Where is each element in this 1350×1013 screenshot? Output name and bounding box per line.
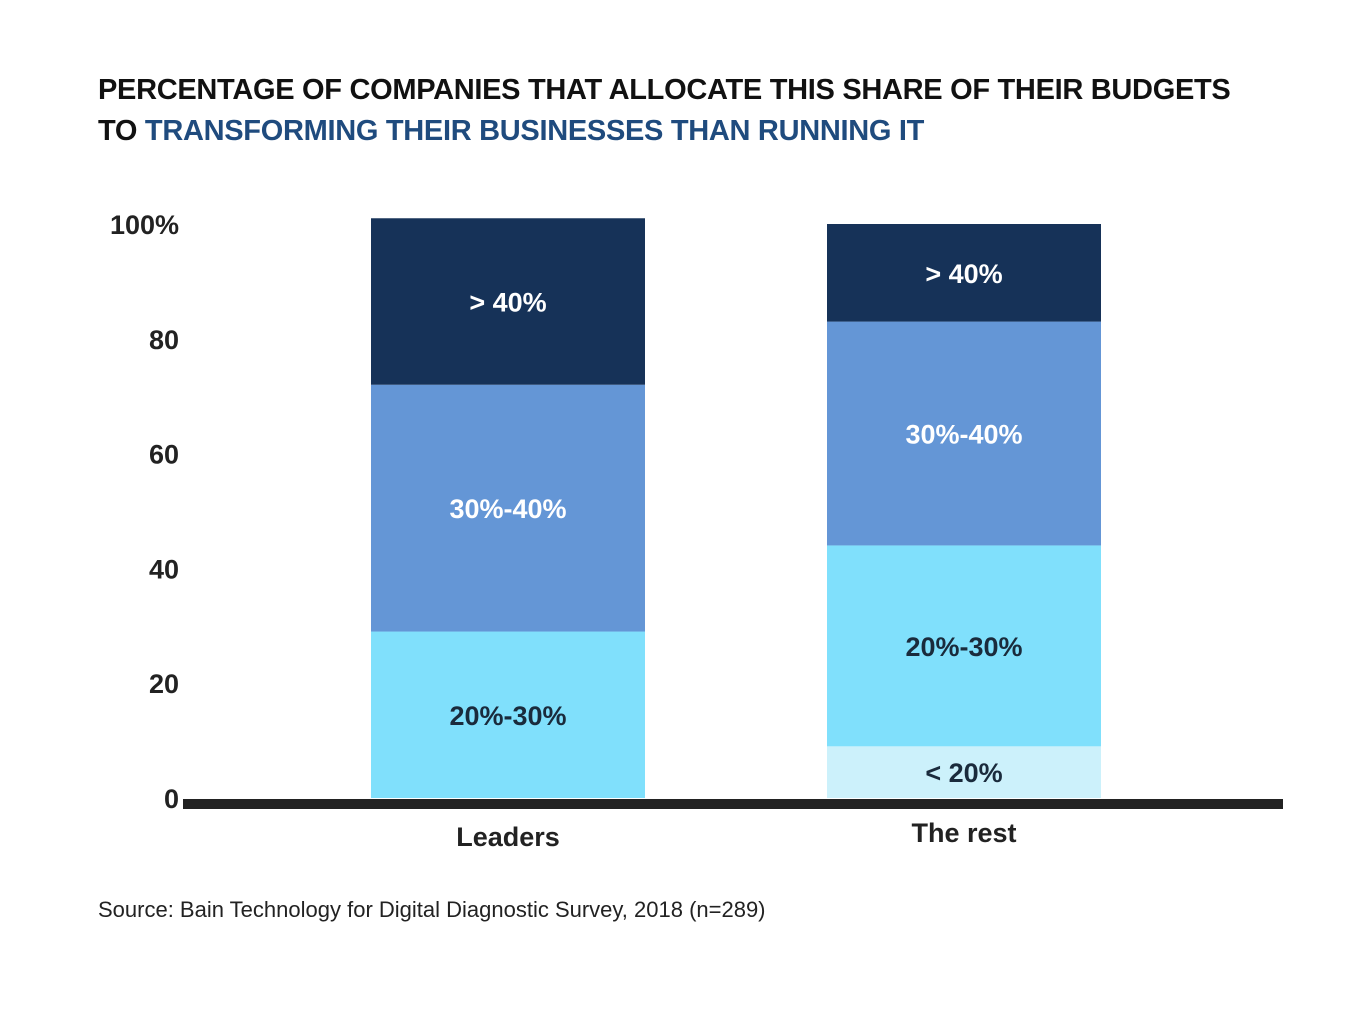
segment-label: 30%-40% <box>905 420 1022 450</box>
y-tick-label: 100% <box>110 210 179 240</box>
title-line-2-highlight: TRANSFORMING THEIR BUSINESSES THAN RUNNI… <box>144 115 925 147</box>
segment-label: > 40% <box>469 287 546 317</box>
segment-label: 20%-30% <box>449 701 566 731</box>
bar-segment <box>371 384 645 632</box>
bar-segment <box>827 746 1101 798</box>
segment-label: 30%-40% <box>449 494 566 524</box>
title-line-2-prefix: TO <box>98 115 145 147</box>
bar-segment <box>827 545 1101 747</box>
category-label: The rest <box>911 818 1016 848</box>
segment-label: > 40% <box>925 259 1002 289</box>
segment-label: < 20% <box>925 758 1002 788</box>
bar-segment <box>827 321 1101 546</box>
x-axis-baseline <box>183 799 1283 809</box>
y-tick-label: 20 <box>149 669 179 699</box>
source-note: Source: Bain Technology for Digital Diag… <box>98 897 766 922</box>
chart-title: PERCENTAGE OF COMPANIES THAT ALLOCATE TH… <box>98 70 1231 152</box>
bar-segment <box>827 224 1101 322</box>
y-tick-label: 0 <box>164 784 179 814</box>
y-tick-label: 60 <box>149 440 179 470</box>
bar-segment <box>371 218 645 385</box>
segment-label: 20%-30% <box>905 632 1022 662</box>
title-line-1: PERCENTAGE OF COMPANIES THAT ALLOCATE TH… <box>98 74 1231 106</box>
y-tick-label: 40 <box>149 554 179 584</box>
bar-segment <box>371 631 645 798</box>
category-label: Leaders <box>456 822 560 852</box>
y-tick-label: 80 <box>149 325 179 355</box>
